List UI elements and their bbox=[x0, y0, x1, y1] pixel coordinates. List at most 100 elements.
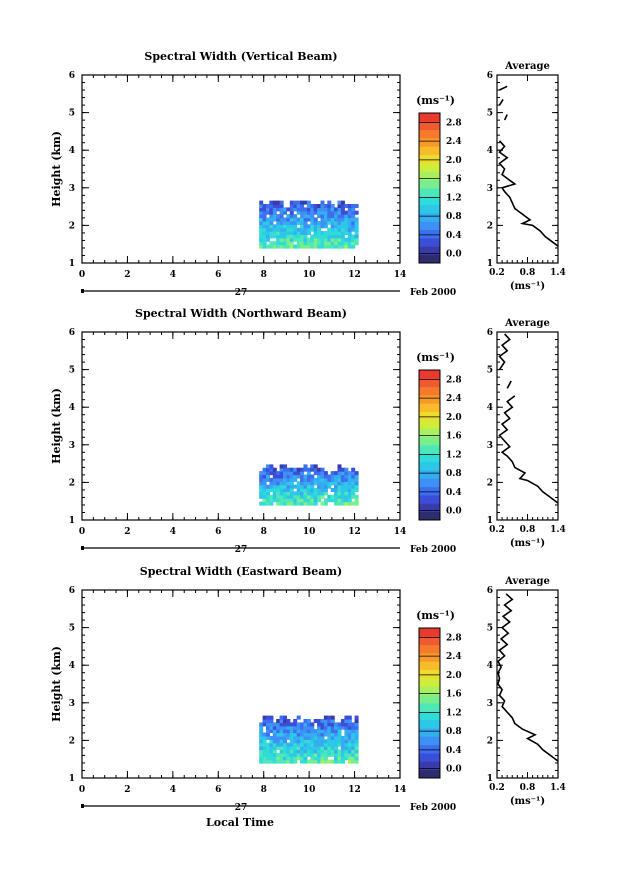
heatmap-cell bbox=[320, 207, 325, 212]
heatmap-cell bbox=[351, 722, 356, 727]
heatmap-cell bbox=[303, 752, 308, 757]
y-tick-label: 6 bbox=[69, 328, 75, 338]
heatmap-cell bbox=[320, 471, 325, 476]
colorbar-frame bbox=[418, 627, 441, 779]
heatmap-cell bbox=[340, 244, 345, 249]
heatmap-cell bbox=[330, 207, 335, 212]
heatmap-cell bbox=[337, 217, 342, 222]
heatmap-cell bbox=[293, 739, 298, 744]
heatmap-cell bbox=[337, 224, 342, 229]
heatmap-cell bbox=[296, 200, 301, 205]
heatmap-cell bbox=[293, 494, 298, 499]
heatmap-cell bbox=[351, 501, 356, 506]
heatmap-cell bbox=[323, 742, 328, 747]
heatmap-cell bbox=[344, 491, 349, 496]
heatmap-cell bbox=[306, 491, 311, 496]
colorbar-swatch bbox=[419, 653, 440, 662]
heatmap-cell bbox=[293, 477, 298, 482]
heatmap-cell bbox=[279, 732, 284, 737]
heatmap-cell bbox=[334, 488, 339, 492]
heatmap-cell bbox=[327, 210, 332, 215]
heatmap-cell bbox=[296, 749, 301, 754]
heatmap-cell bbox=[344, 746, 349, 750]
heatmap-cell bbox=[272, 474, 277, 479]
heatmap-cell bbox=[330, 752, 335, 757]
heatmap-cell bbox=[286, 742, 291, 747]
heatmap-cell bbox=[351, 759, 356, 764]
heatmap-cell bbox=[337, 474, 342, 479]
y-tick-label: 3 bbox=[69, 184, 75, 194]
heatmap-cell bbox=[351, 725, 356, 730]
heatmap-cell bbox=[300, 214, 305, 219]
heatmap-cell bbox=[279, 207, 284, 212]
heatmap-cell bbox=[347, 477, 352, 482]
heatmap-cell bbox=[269, 210, 274, 215]
heatmap-cell bbox=[276, 484, 281, 489]
colorbar-tick-label: 0.8 bbox=[446, 212, 462, 222]
heatmap-cell bbox=[306, 474, 311, 479]
heatmap-cell bbox=[354, 217, 359, 222]
heatmap-cell bbox=[296, 484, 301, 489]
heatmap-cell bbox=[320, 729, 325, 734]
heatmap-cell bbox=[262, 234, 267, 239]
profile-x-tick-label: 0.8 bbox=[520, 268, 536, 278]
heatmap-cell bbox=[289, 484, 294, 489]
heatmap-cell bbox=[289, 494, 294, 499]
heatmap-cell bbox=[303, 494, 308, 499]
heatmap-cell bbox=[303, 481, 308, 486]
heatmap-cell bbox=[276, 494, 281, 499]
heatmap-cell bbox=[323, 752, 328, 757]
heatmap-cell bbox=[340, 214, 345, 219]
heatmap-cell bbox=[262, 732, 267, 737]
heatmap-cell bbox=[327, 474, 332, 479]
heatmap-cell bbox=[317, 474, 322, 479]
heatmap-cell bbox=[293, 749, 298, 754]
heatmap-cell bbox=[283, 719, 287, 723]
heatmap-cell bbox=[306, 224, 311, 229]
heatmap-cell bbox=[266, 746, 270, 750]
heatmap-cell bbox=[334, 231, 339, 235]
colorbar-swatch bbox=[419, 204, 440, 214]
panel-0: Spectral Width (Vertical Beam)0 2 4 6 8 10 12 1… bbox=[50, 50, 566, 298]
heatmap-cell bbox=[286, 491, 291, 496]
heatmap-cell bbox=[262, 722, 267, 727]
heatmap-cell bbox=[269, 217, 274, 222]
heatmap-cell bbox=[286, 735, 291, 740]
x-tick-label: 6 bbox=[215, 785, 221, 795]
heatmap-cell bbox=[296, 498, 301, 503]
colorbar-tick-label: 2.4 bbox=[446, 137, 462, 147]
heatmap-cell bbox=[279, 477, 284, 482]
heatmap-cell bbox=[340, 752, 345, 757]
colorbar-swatch bbox=[419, 138, 440, 147]
heatmap-cell bbox=[344, 237, 349, 242]
heatmap-cell bbox=[334, 484, 339, 489]
colorbar-swatch bbox=[419, 420, 440, 429]
heatmap-cell bbox=[272, 481, 277, 486]
heatmap-cell bbox=[303, 237, 308, 242]
heatmap-cell bbox=[276, 732, 281, 737]
heatmap-cell bbox=[276, 488, 281, 492]
heatmap-cell bbox=[272, 739, 277, 744]
heatmap-cell bbox=[279, 488, 284, 492]
heatmap-cell bbox=[272, 207, 277, 212]
profile-x-tick-label: 0.2 bbox=[489, 268, 505, 278]
heatmap-cell bbox=[276, 729, 281, 734]
heatmap-cell bbox=[310, 498, 315, 503]
heatmap-cell bbox=[272, 722, 277, 727]
heatmap-cell bbox=[300, 220, 305, 225]
colorbar-swatch bbox=[419, 703, 440, 712]
heatmap-cell bbox=[296, 722, 301, 727]
heatmap-cell bbox=[283, 491, 287, 496]
average-profile: Average 1 2 3 4 5 6 0.2 0.8 1.4 (ms⁻¹) bbox=[487, 61, 566, 292]
profile-line bbox=[498, 98, 504, 106]
heatmap-cell bbox=[327, 217, 332, 222]
heatmap-cell bbox=[313, 746, 318, 750]
heatmap-cell bbox=[279, 759, 284, 764]
colorbar-tick-label: 2.4 bbox=[446, 652, 462, 662]
heatmap-cell bbox=[266, 729, 270, 734]
heatmap-cell bbox=[313, 467, 318, 472]
heatmap-cell bbox=[320, 746, 325, 750]
heatmap-cell bbox=[306, 214, 311, 219]
heatmap-cell bbox=[330, 474, 335, 479]
heatmap-cell bbox=[320, 484, 325, 489]
